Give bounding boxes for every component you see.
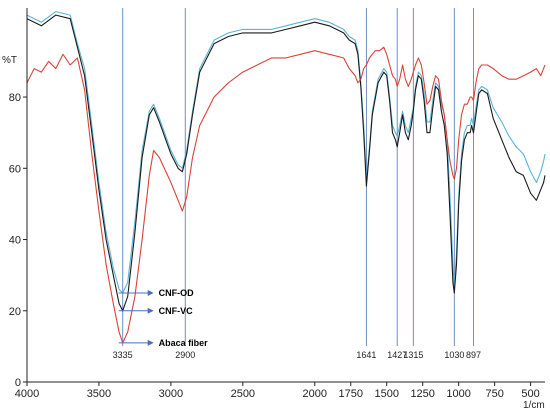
peak-label: 3335 xyxy=(113,350,133,360)
peak-label: 897 xyxy=(466,350,481,360)
x-tick-label: 1000 xyxy=(446,388,470,400)
series-lines xyxy=(26,11,546,344)
x-tick-label: 1750 xyxy=(339,388,363,400)
y-axis-label: %T xyxy=(2,55,17,66)
annotation-label: Abaca fiber xyxy=(159,338,209,348)
series-line-abaca-fiber xyxy=(26,46,546,344)
peak-label: 2900 xyxy=(175,350,195,360)
y-tick-label: 80 xyxy=(9,92,21,104)
y-ticks: 0 20 40 60 80 xyxy=(9,92,27,389)
x-tick-label: 3500 xyxy=(87,388,111,400)
y-tick-label: 20 xyxy=(9,306,21,318)
axes xyxy=(26,8,545,383)
series-line-cnf-vc xyxy=(26,14,546,312)
x-axis-label: 1/cm xyxy=(523,400,545,411)
y-tick-label: 40 xyxy=(9,235,21,247)
peak-label: 1030 xyxy=(444,350,464,360)
x-ticks: 4000 3500 3000 2500 2000 1750 1500 1250 1000 750 5… xyxy=(15,382,540,400)
x-tick-label: 500 xyxy=(521,388,539,400)
x-tick-label: 3000 xyxy=(159,388,183,400)
annotation-label: CNF-VC xyxy=(159,306,193,316)
peak-label: 1315 xyxy=(403,350,423,360)
x-tick-label: 2500 xyxy=(231,388,255,400)
annotation-label: CNF-OD xyxy=(159,288,194,298)
x-tick-label: 1250 xyxy=(410,388,434,400)
y-tick-label: 60 xyxy=(9,163,21,175)
x-tick-label: 4000 xyxy=(15,388,39,400)
peak-label: 1427 xyxy=(387,350,407,360)
x-tick-label: 1500 xyxy=(374,388,398,400)
x-tick-label: 750 xyxy=(485,388,503,400)
y-tick-label: 0 xyxy=(15,377,21,389)
x-tick-label: 2000 xyxy=(303,388,327,400)
annotations: CNF-OD CNF-VC Abaca fiber xyxy=(118,288,209,348)
peak-label: 1641 xyxy=(356,350,376,360)
